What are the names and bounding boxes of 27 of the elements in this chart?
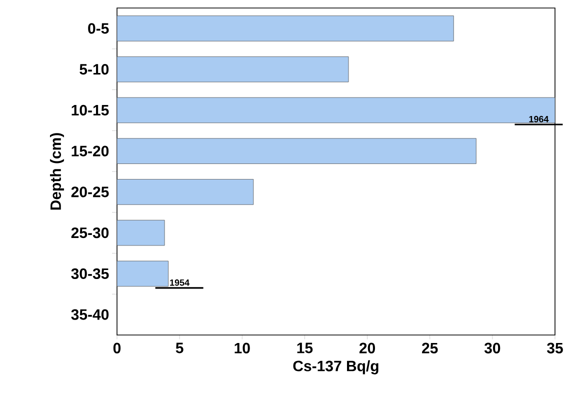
x-tick-label: 25 bbox=[422, 342, 438, 354]
y-tick-label: 25-30 bbox=[71, 227, 109, 238]
y-tick-label: 20-25 bbox=[71, 186, 109, 198]
bar bbox=[116, 16, 454, 42]
bar bbox=[116, 138, 476, 164]
x-tick-label: 5 bbox=[176, 342, 184, 354]
x-tick-label: 35 bbox=[546, 342, 563, 354]
bar bbox=[116, 179, 254, 205]
y-tick-label: 10-15 bbox=[72, 104, 109, 116]
x-tick-label: 10 bbox=[234, 342, 250, 354]
bar bbox=[116, 56, 349, 82]
bar bbox=[116, 260, 169, 287]
annotation: 1964 bbox=[529, 116, 549, 122]
x-tick-label: 0 bbox=[113, 342, 121, 354]
y-tick-label: 0-5 bbox=[88, 23, 109, 34]
x-tick-label: 20 bbox=[359, 342, 375, 354]
annotation: 1954 bbox=[170, 279, 190, 286]
x-axis-title: Cs-137 Bq/g bbox=[293, 360, 378, 374]
y-tick-label: 5-10 bbox=[80, 64, 109, 75]
bar bbox=[116, 97, 556, 124]
x-tick-label: 15 bbox=[297, 342, 313, 354]
x-tick-label: 30 bbox=[484, 342, 500, 354]
y-tick-label: 35-40 bbox=[71, 309, 109, 320]
y-tick-label: 15-20 bbox=[72, 146, 109, 156]
y-axis-title: Depth (cm) bbox=[50, 133, 64, 210]
y-tick-label: 30-35 bbox=[71, 268, 109, 280]
bar bbox=[116, 220, 165, 246]
